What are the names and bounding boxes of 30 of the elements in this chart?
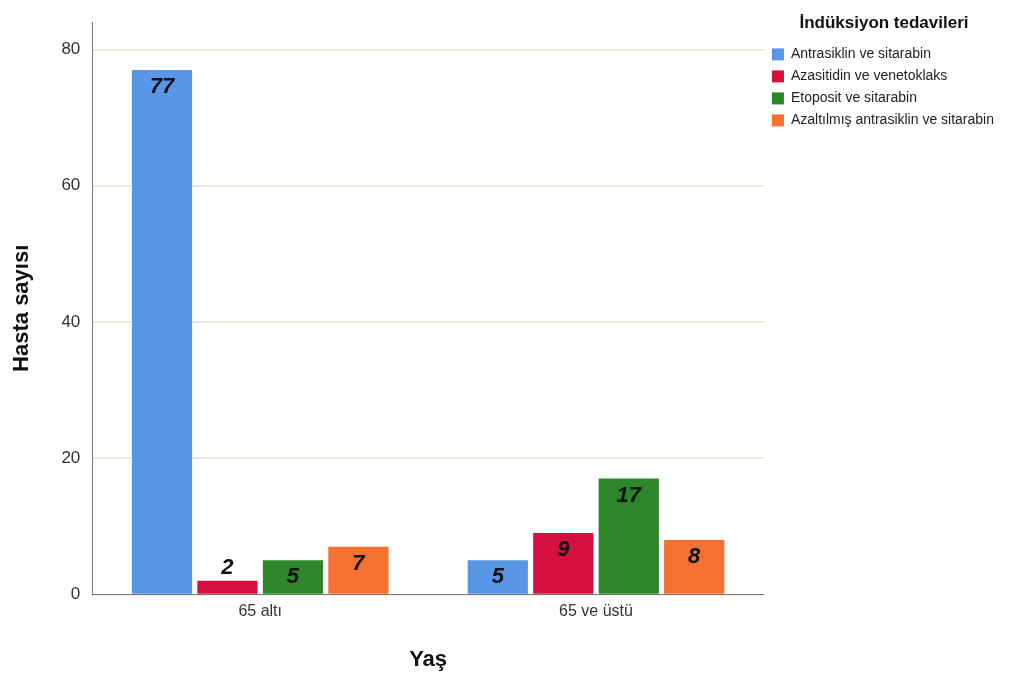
y-tick-label: 80 (61, 39, 81, 59)
bar (197, 580, 258, 594)
legend-label: Azaltılmış antrasiklin ve sitarabin (790, 111, 994, 128)
data-label: 5 (491, 563, 505, 589)
bar (533, 533, 594, 594)
legend-label: Antrasiklin ve sitarabin (790, 45, 931, 62)
data-label: 2 (220, 553, 235, 579)
bar (467, 560, 528, 594)
data-label: 8 (688, 542, 702, 568)
data-label: 77 (149, 72, 176, 98)
x-tick-label: 65 altı (238, 602, 283, 620)
y-axis-title: Hasta sayısı (8, 244, 34, 372)
y-tick-label: 0 (70, 584, 81, 604)
bar (664, 539, 725, 594)
legend-label: Etoposit ve sitarabin (790, 89, 917, 106)
legend-title: İndüksiyon tedavileri (799, 13, 969, 33)
bar (131, 69, 193, 594)
data-label: 17 (616, 481, 643, 507)
legend-label: Azasitidin ve venetoklaks (790, 67, 948, 84)
data-label: 9 (557, 536, 571, 562)
y-tick-label: 20 (61, 447, 81, 467)
x-axis-title: Yaş (409, 645, 448, 671)
data-label: 5 (286, 563, 300, 589)
data-label: 7 (352, 549, 367, 575)
bar (328, 546, 389, 594)
x-tick-label: 65 ve üstü (559, 602, 633, 620)
y-tick-label: 40 (61, 311, 81, 331)
bar (262, 560, 324, 594)
y-tick-label: 60 (61, 175, 81, 195)
bar (598, 478, 659, 594)
